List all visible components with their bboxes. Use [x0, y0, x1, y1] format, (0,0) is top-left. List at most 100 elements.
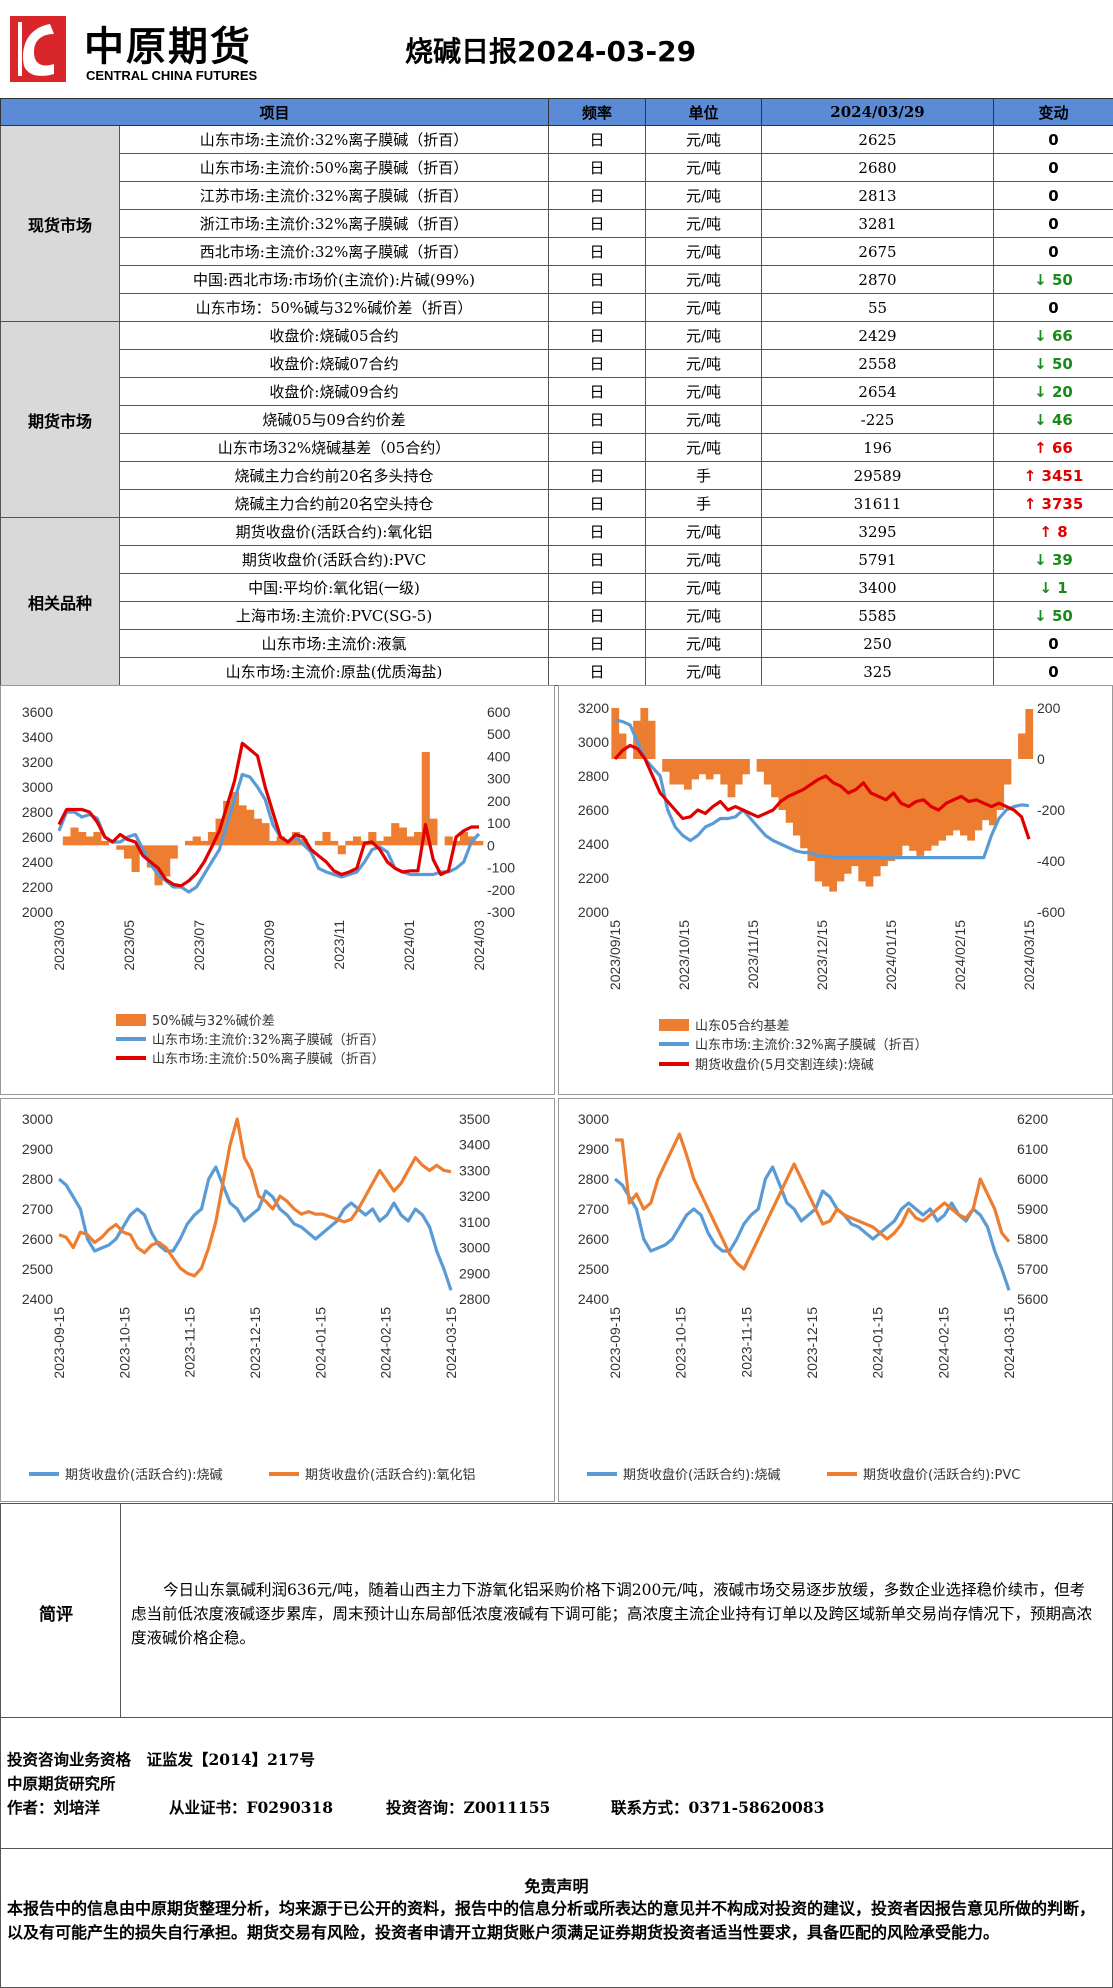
value-cell: 3400 — [762, 574, 994, 602]
x-tick: 2024-01-15 — [312, 1307, 328, 1379]
legend-label: 期货收盘价(5月交割连续):烧碱 — [695, 1057, 874, 1073]
change-value: 1 — [1057, 579, 1067, 597]
down-arrow-icon: ↓ — [1034, 411, 1052, 429]
y-tick-right: -300 — [487, 904, 515, 920]
y-tick-right: 2900 — [459, 1265, 490, 1281]
change-cell: ↓ 66 — [994, 322, 1113, 350]
area-bar — [771, 759, 779, 797]
legend-label: 50%碱与32%碱价差 — [152, 1014, 275, 1029]
area-bar — [989, 759, 997, 825]
item-cell: 烧碱05与09合约价差 — [120, 406, 549, 434]
down-arrow-icon: ↓ — [1034, 607, 1052, 625]
legend-swatch — [659, 1062, 689, 1066]
legend-swatch — [116, 1037, 146, 1041]
freq-cell: 日 — [549, 238, 646, 266]
y-tick-left: 2600 — [22, 1231, 53, 1247]
table-header-row: 项目 频率 单位 2024/03/29 变动 — [1, 99, 1113, 126]
change-value: 0 — [1048, 663, 1058, 681]
change-value: 46 — [1052, 411, 1073, 429]
unit-cell: 元/吨 — [646, 154, 762, 182]
x-tick: 2023-10-15 — [116, 1307, 132, 1379]
y-tick-right: 2800 — [459, 1291, 490, 1307]
comment-text: 今日山东氯碱利润636元/吨，随着山西主力下游氧化铝采购价格下调200元/吨，液… — [131, 1578, 1099, 1650]
change-cell: ↓ 1 — [994, 574, 1113, 602]
legend-label: 山东05合约基差 — [695, 1019, 790, 1034]
area-bar — [916, 759, 924, 856]
y-tick-right: -400 — [1037, 853, 1065, 869]
value-cell: 31611 — [762, 490, 994, 518]
change-value: 3735 — [1042, 495, 1084, 513]
unit-cell: 元/吨 — [646, 266, 762, 294]
area-bar — [70, 828, 78, 846]
x-tick: 2024-02-15 — [935, 1307, 951, 1379]
change-value: 0 — [1048, 299, 1058, 317]
x-tick: 2023/05 — [121, 920, 137, 971]
freq-cell: 日 — [549, 602, 646, 630]
change-cell: 0 — [994, 294, 1113, 322]
y-tick-left: 3000 — [578, 734, 609, 750]
y-tick-right: -600 — [1037, 904, 1065, 920]
area-bar — [1018, 734, 1026, 760]
area-bar — [330, 841, 338, 845]
area-bar — [391, 823, 399, 845]
item-cell: 浙江市场:主流价:32%离子膜碱（折百） — [120, 210, 549, 238]
up-arrow-icon: ↑ — [1024, 495, 1042, 513]
y-tick-left: 2700 — [22, 1201, 53, 1217]
unit-cell: 元/吨 — [646, 294, 762, 322]
value-cell: 55 — [762, 294, 994, 322]
y-tick-right: 3500 — [459, 1111, 490, 1127]
x-tick: 2024/01/15 — [883, 920, 899, 990]
up-arrow-icon: ↑ — [1034, 439, 1052, 457]
value-cell: 29589 — [762, 462, 994, 490]
item-cell: 收盘价:烧碱07合约 — [120, 350, 549, 378]
value-cell: -225 — [762, 406, 994, 434]
y-tick-left: 3200 — [578, 700, 609, 716]
area-bar — [764, 759, 772, 785]
value-cell: 5585 — [762, 602, 994, 630]
y-tick-left: 2500 — [22, 1261, 53, 1277]
freq-cell: 日 — [549, 126, 646, 154]
legend-swatch — [659, 1019, 689, 1031]
y-tick-right: 0 — [487, 837, 495, 853]
area-bar — [101, 841, 109, 845]
y-tick-left: 2200 — [22, 879, 53, 895]
area-bar — [162, 845, 170, 876]
item-cell: 山东市场:主流价:原盐(优质海盐) — [120, 658, 549, 686]
value-cell: 196 — [762, 434, 994, 462]
freq-cell: 日 — [549, 154, 646, 182]
area-bar — [376, 841, 384, 845]
area-bar — [677, 759, 685, 785]
area-bar — [345, 841, 353, 845]
area-bar — [735, 759, 743, 785]
area-bar — [807, 759, 815, 861]
area-bar — [254, 819, 262, 846]
area-bar — [728, 759, 736, 797]
area-bar — [706, 759, 714, 779]
col-header-date: 2024/03/29 — [762, 99, 994, 126]
area-bar — [170, 845, 178, 858]
x-tick: 2024-03-15 — [443, 1307, 459, 1379]
item-cell: 江苏市场:主流价:32%离子膜碱（折百） — [120, 182, 549, 210]
area-bar — [406, 836, 414, 845]
unit-cell: 元/吨 — [646, 210, 762, 238]
area-bar — [858, 759, 866, 881]
y-tick-right: 300 — [487, 771, 511, 787]
legend-label: 山东市场:主流价:32%离子膜碱（折百） — [695, 1037, 928, 1053]
y-tick-right: 6100 — [1017, 1141, 1048, 1157]
y-tick-right: 200 — [487, 793, 511, 809]
freq-cell: 日 — [549, 546, 646, 574]
value-cell: 2813 — [762, 182, 994, 210]
change-value: 0 — [1048, 187, 1058, 205]
item-cell: 上海市场:主流价:PVC(SG-5) — [120, 602, 549, 630]
col-header-unit: 单位 — [646, 99, 762, 126]
legend-label: 期货收盘价(活跃合约):氧化铝 — [305, 1467, 476, 1483]
value-cell: 3281 — [762, 210, 994, 238]
area-bar — [322, 832, 330, 845]
y-tick-right: 5900 — [1017, 1201, 1048, 1217]
x-tick: 2023/09 — [261, 920, 277, 971]
y-tick-left: 2900 — [578, 1141, 609, 1157]
